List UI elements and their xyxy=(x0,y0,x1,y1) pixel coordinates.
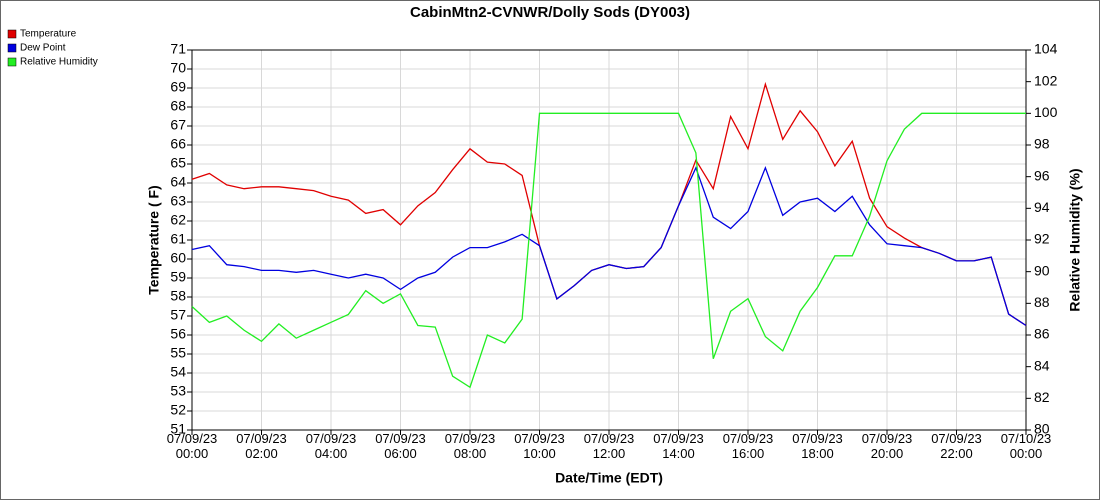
y-tick-label: 56 xyxy=(170,326,186,342)
y2-tick-label: 92 xyxy=(1034,231,1050,247)
x-tick-label: 07/09/23 20:00 xyxy=(861,431,913,461)
y-tick-label: 66 xyxy=(170,136,186,152)
x-tick-label: 07/09/23 08:00 xyxy=(444,431,496,461)
y-tick-label: 53 xyxy=(170,383,186,399)
y-tick-label: 61 xyxy=(170,231,186,247)
y-tick-label: 68 xyxy=(170,98,186,114)
y-tick-label: 69 xyxy=(170,79,186,95)
legend-swatch xyxy=(7,57,17,67)
y-tick-label: 71 xyxy=(170,41,186,57)
legend-label: Dew Point xyxy=(20,43,66,54)
chart-title: CabinMtn2-CVNWR/Dolly Sods (DY003) xyxy=(410,4,690,21)
x-tick-label: 07/09/23 14:00 xyxy=(653,431,704,461)
legend-swatch xyxy=(7,43,17,53)
y-tick-label: 64 xyxy=(170,174,186,190)
y2-tick-label: 94 xyxy=(1034,199,1050,215)
x-tick-label: 07/10/23 00:00 xyxy=(1000,431,1052,461)
legend-label: Temperature xyxy=(20,29,77,40)
x-tick-label: 07/09/23 22:00 xyxy=(931,431,982,461)
y-tick-label: 67 xyxy=(170,117,186,133)
y-tick-label: 57 xyxy=(170,307,186,323)
x-tick-label: 07/09/23 02:00 xyxy=(236,431,287,461)
x-tick-label: 07/09/23 12:00 xyxy=(583,431,635,461)
x-tick-label: 07/09/23 10:00 xyxy=(514,431,565,461)
y-tick-label: 62 xyxy=(170,212,186,228)
y2-tick-label: 80 xyxy=(1034,421,1050,437)
x-tick-label: 07/09/23 04:00 xyxy=(305,431,357,461)
plot-frame xyxy=(191,49,1027,431)
y-tick-label: 65 xyxy=(170,155,186,171)
y2-axis-label: Relative Humidity (%) xyxy=(1067,168,1083,311)
legend-swatch xyxy=(7,29,17,39)
y2-tick-label: 82 xyxy=(1034,389,1050,405)
y-tick-label: 54 xyxy=(170,364,186,380)
y-tick-label: 59 xyxy=(170,269,186,285)
y2-tick-label: 86 xyxy=(1034,326,1050,342)
y-tick-label: 55 xyxy=(170,345,186,361)
y2-tick-label: 104 xyxy=(1034,41,1058,57)
y2-tick-label: 102 xyxy=(1034,72,1058,88)
y2-tick-label: 84 xyxy=(1034,357,1050,373)
y-tick-label: 58 xyxy=(170,288,186,304)
y-tick-label: 60 xyxy=(170,250,186,266)
y2-tick-label: 90 xyxy=(1034,262,1050,278)
y-tick-label: 63 xyxy=(170,193,186,209)
x-tick-label: 07/09/23 06:00 xyxy=(375,431,426,461)
y2-tick-label: 98 xyxy=(1034,136,1050,152)
x-tick-label: 07/09/23 00:00 xyxy=(166,431,218,461)
x-axis-label: Date/Time (EDT) xyxy=(555,470,663,486)
series-line xyxy=(191,112,1026,389)
y-axis-label: Temperature ( F) xyxy=(146,185,162,294)
y-tick-label: 52 xyxy=(170,402,186,418)
series-line xyxy=(191,165,1027,327)
y-tick-label: 70 xyxy=(170,60,186,76)
y-tick-label: 51 xyxy=(170,421,186,437)
x-tick-label: 07/09/23 16:00 xyxy=(722,431,774,461)
y2-tick-label: 88 xyxy=(1034,294,1050,310)
legend-label: Relative Humidity xyxy=(20,57,98,68)
y2-tick-label: 96 xyxy=(1034,167,1050,183)
x-tick-label: 07/09/23 18:00 xyxy=(792,431,843,461)
y2-tick-label: 100 xyxy=(1034,104,1058,120)
